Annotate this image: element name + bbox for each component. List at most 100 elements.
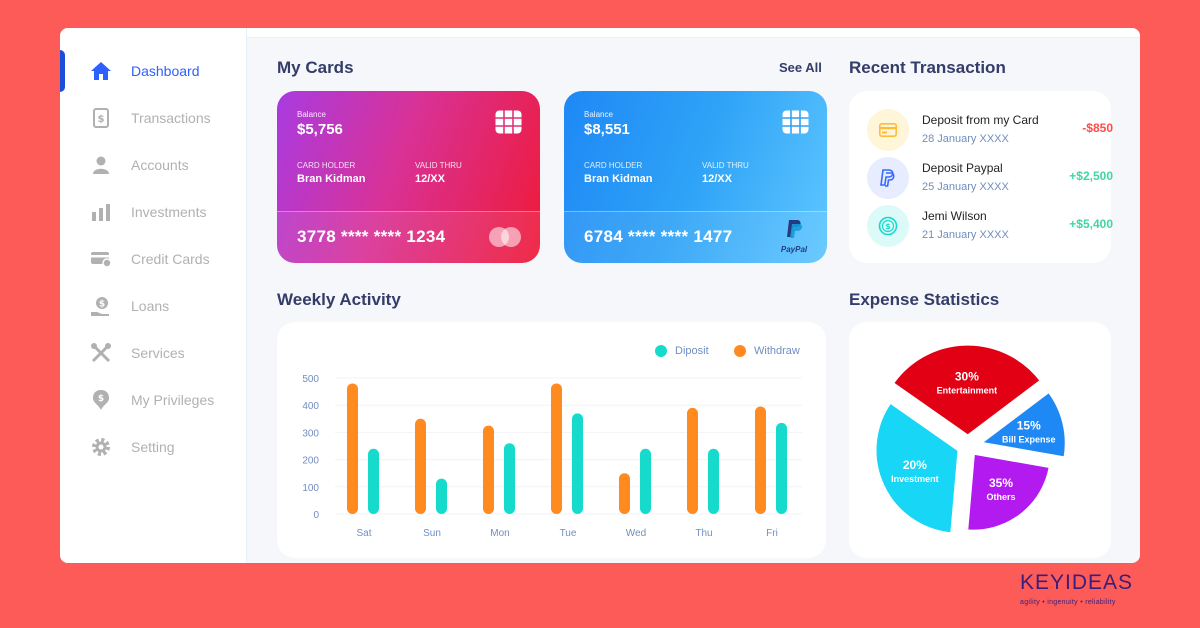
paypal-wordmark: PayPal <box>780 245 808 254</box>
sidebar-item-services[interactable]: Services <box>88 340 243 366</box>
diposit-bar <box>504 443 515 514</box>
investments-icon <box>88 199 114 225</box>
transaction-row[interactable]: Deposit Paypal 25 January XXXX +$2,500 <box>867 157 1113 201</box>
balance-label: Balance <box>297 110 326 119</box>
pie-category-label: Entertainment <box>937 386 998 396</box>
withdraw-bar <box>687 407 698 514</box>
sidebar-item-label: Credit Cards <box>131 251 210 267</box>
x-tick-label: Tue <box>560 528 577 539</box>
y-tick-label: 300 <box>302 428 319 439</box>
y-tick-label: 0 <box>313 510 319 521</box>
legend-dot <box>655 345 667 357</box>
legend-dot <box>734 345 746 357</box>
y-tick-label: 200 <box>302 456 319 467</box>
transaction-name: Deposit Paypal <box>922 161 1003 175</box>
sidebar-item-label: Services <box>131 345 185 361</box>
diposit-bar <box>708 448 719 514</box>
weekly-activity-title: Weekly Activity <box>277 290 401 309</box>
x-tick-label: Wed <box>626 528 646 539</box>
pie-percent-label: 15% <box>1017 418 1041 432</box>
valid-thru-value: 12/XX <box>702 173 732 185</box>
valid-thru-label: VALID THRU <box>415 161 462 170</box>
pie-percent-label: 20% <box>903 458 927 472</box>
weekly-activity-chart: 0 100 200 300 400 500 Sat Sun Mon Tue Wed Thu Fri <box>302 374 802 539</box>
sidebar-item-transactions[interactable]: $ Transactions <box>88 105 243 131</box>
card-number: 6784 **** **** 1477 <box>584 227 733 246</box>
x-tick-label: Fri <box>766 528 778 539</box>
sidebar-item-label: My Privileges <box>131 392 215 408</box>
user-icon <box>88 152 114 178</box>
diposit-bar <box>640 448 651 514</box>
transactions-icon: $ <box>88 105 114 131</box>
card-footer: 6784 **** **** 1477 PayPal <box>564 211 827 263</box>
card-number: 3778 **** **** 1234 <box>297 227 446 246</box>
card-balance: $5,756 <box>297 121 343 138</box>
legend-deposit: Diposit <box>655 345 709 357</box>
valid-thru-label: VALID THRU <box>702 161 749 170</box>
legend-label: Diposit <box>675 345 709 357</box>
sidebar-item-accounts[interactable]: Accounts <box>88 152 243 178</box>
sidebar-item-label: Accounts <box>131 157 189 173</box>
mastercard-icon <box>489 227 521 247</box>
transaction-row[interactable]: $ Jemi Wilson 21 January XXXX +$5,400 <box>867 205 1113 249</box>
transaction-name: Deposit from my Card <box>922 113 1039 127</box>
sidebar-item-label: Transactions <box>131 110 211 126</box>
card-icon <box>867 109 909 151</box>
x-tick-label: Sun <box>423 528 441 539</box>
sidebar-item-loans[interactable]: $ Loans <box>88 293 243 319</box>
weekly-activity-panel: Diposit Withdraw 0 100 200 300 400 500 Sat Sun M… <box>277 322 826 558</box>
credit-card-2[interactable]: Balance $8,551 CARD HOLDER Bran Kidman V… <box>564 91 827 263</box>
sidebar-item-investments[interactable]: Investments <box>88 199 243 225</box>
recent-transactions-panel: Deposit from my Card 28 January XXXX -$8… <box>849 91 1113 263</box>
sidebar-item-dashboard[interactable]: Dashboard <box>88 58 243 84</box>
dashboard-window: Dashboard $ Transactions Accounts Invest… <box>60 28 1140 563</box>
sidebar-item-credit-cards[interactable]: Credit Cards <box>88 246 243 272</box>
credit-card-1[interactable]: Balance $5,756 CARD HOLDER Bran Kidman V… <box>277 91 540 263</box>
x-tick-label: Mon <box>490 528 509 539</box>
loan-icon: $ <box>88 293 114 319</box>
recent-transaction-title: Recent Transaction <box>849 58 1006 77</box>
sidebar-item-privileges[interactable]: $ My Privileges <box>88 387 243 413</box>
x-tick-label: Sat <box>356 528 371 539</box>
card-holder-name: Bran Kidman <box>584 173 653 185</box>
sidebar-item-label: Investments <box>131 204 207 220</box>
legend-withdraw: Withdraw <box>734 345 800 357</box>
diposit-bar <box>436 478 447 514</box>
chip-icon <box>495 110 522 134</box>
sidebar-item-setting[interactable]: Setting <box>88 434 243 460</box>
chip-icon <box>782 110 809 134</box>
transaction-date: 25 January XXXX <box>922 181 1009 193</box>
withdraw-bar <box>483 425 494 514</box>
card-holder-name: Bran Kidman <box>297 173 366 185</box>
expense-statistics-panel: 30% Entertainment 15% Bill Expense 35% Others… <box>849 322 1111 558</box>
withdraw-bar <box>347 383 358 514</box>
pie-percent-label: 30% <box>955 370 979 384</box>
privileges-icon: $ <box>88 387 114 413</box>
x-tick-label: Thu <box>695 528 712 539</box>
brand-footer: KEYIDEAS agility • ingenuity • reliabili… <box>1020 571 1140 606</box>
gear-icon <box>88 434 114 460</box>
withdraw-bar <box>619 473 630 514</box>
paypal-logo: PayPal <box>777 218 811 256</box>
card-balance: $8,551 <box>584 121 630 138</box>
transaction-row[interactable]: Deposit from my Card 28 January XXXX -$8… <box>867 109 1113 153</box>
valid-thru-value: 12/XX <box>415 173 445 185</box>
svg-text:$: $ <box>885 222 891 231</box>
pie-slice-others <box>965 451 1053 533</box>
svg-text:$: $ <box>99 300 105 310</box>
see-all-link[interactable]: See All <box>779 60 822 75</box>
y-tick-label: 100 <box>302 483 319 494</box>
brand-logo: KEYIDEAS <box>1020 571 1134 594</box>
withdraw-bar <box>415 418 426 514</box>
sidebar: Dashboard $ Transactions Accounts Invest… <box>60 28 247 563</box>
diposit-bar <box>776 422 787 514</box>
withdraw-bar <box>551 383 562 514</box>
card-holder-label: CARD HOLDER <box>584 161 643 170</box>
y-tick-label: 500 <box>302 374 319 385</box>
home-icon <box>88 58 114 84</box>
pie-category-label: Bill Expense <box>1002 434 1056 444</box>
sidebar-item-label: Setting <box>131 439 175 455</box>
paypal-icon <box>787 220 803 238</box>
sidebar-item-label: Dashboard <box>131 63 200 79</box>
my-cards-title: My Cards <box>277 58 354 77</box>
